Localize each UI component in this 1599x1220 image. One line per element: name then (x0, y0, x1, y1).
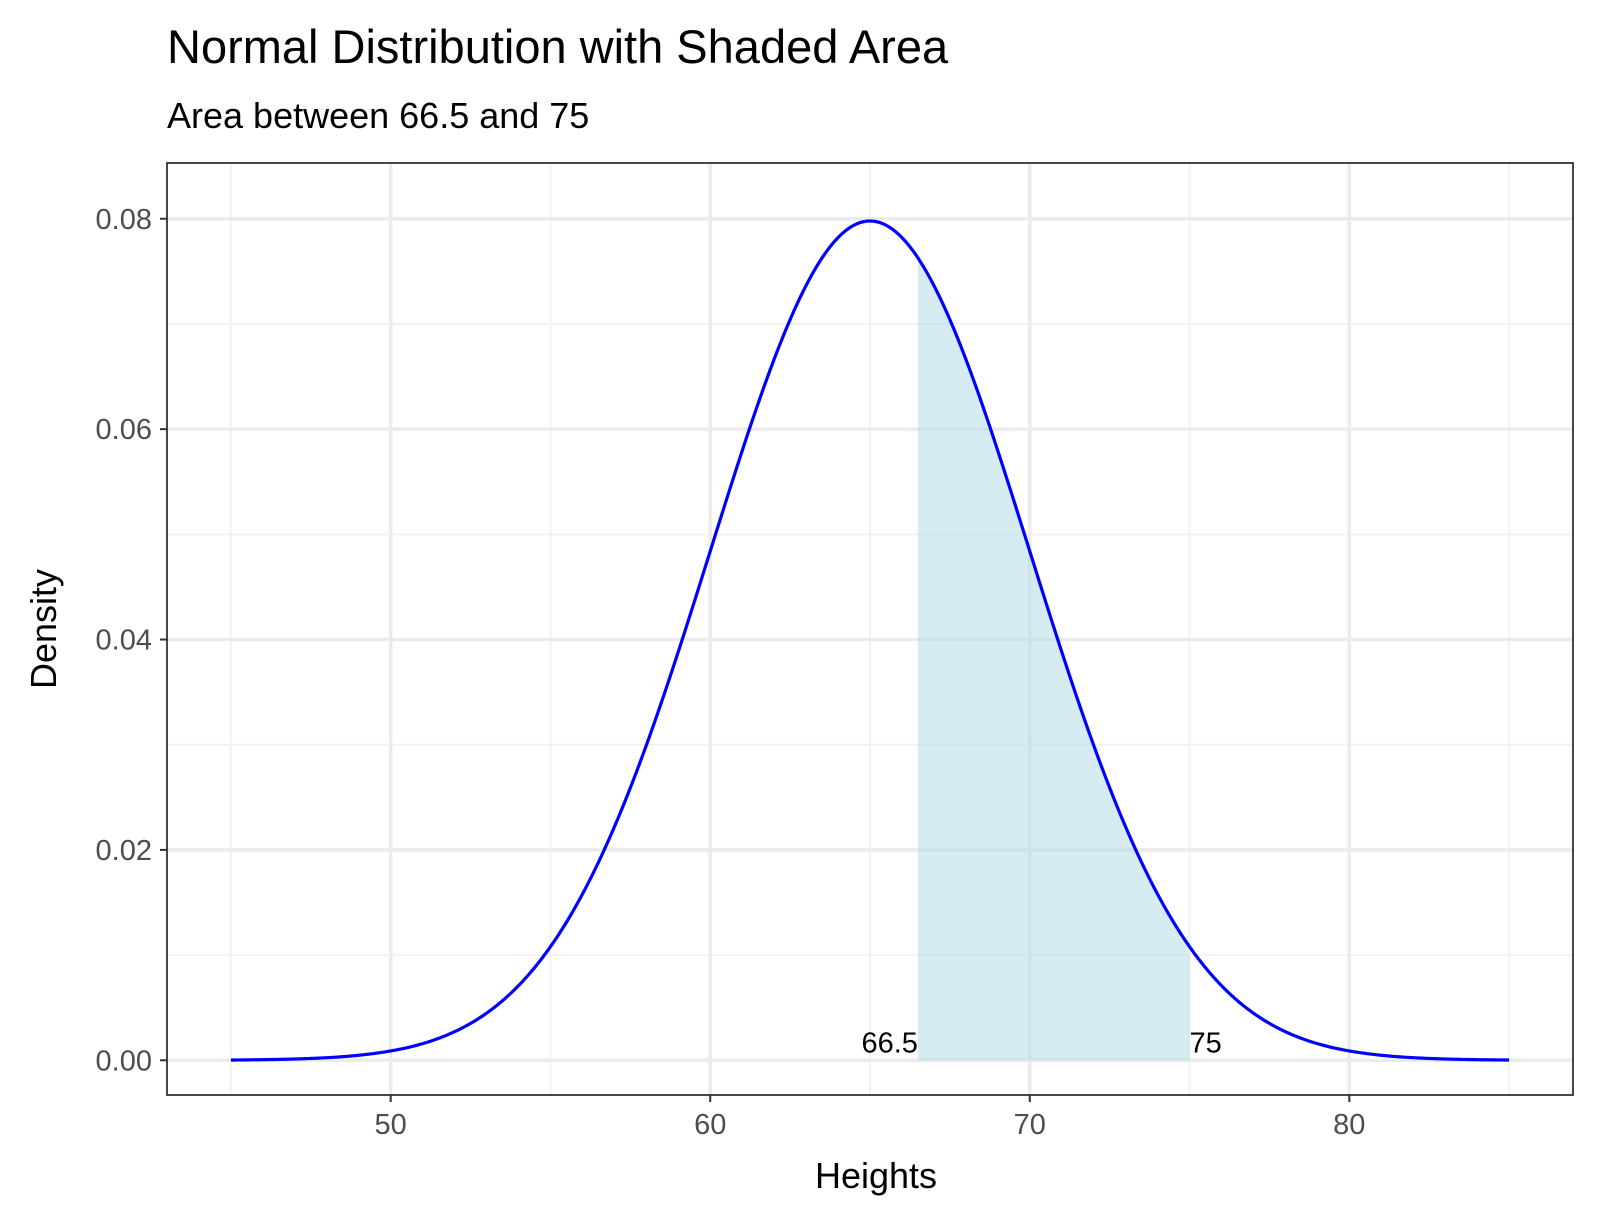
x-tick-label: 80 (1333, 1109, 1365, 1141)
annotation-label: 75 (1190, 1027, 1222, 1059)
density-curve-layer (230, 219, 1510, 1062)
x-axis-title: Heights (815, 1155, 937, 1196)
y-tick-label: 0.04 (96, 625, 152, 657)
x-axis: 50 60 70 80 (375, 1095, 1365, 1141)
grid-minor-lines (167, 163, 1573, 1095)
shaded-area (917, 257, 1190, 1061)
panel-border (166, 162, 1574, 1096)
annotation-layer: 66.5 75 (861, 1027, 1221, 1059)
y-tick-label: 0.00 (96, 1045, 152, 1077)
y-tick-label: 0.02 (96, 835, 152, 867)
panel-border-layer (166, 162, 1574, 1096)
x-tick-label: 60 (694, 1109, 726, 1141)
x-tick-label: 50 (375, 1109, 407, 1141)
density-curve (230, 219, 1510, 1062)
y-axis: 0.00 0.02 0.04 0.06 0.08 (96, 204, 167, 1077)
y-axis-title: Density (23, 569, 64, 689)
x-tick-label: 70 (1014, 1109, 1046, 1141)
chart-title: Normal Distribution with Shaded Area (167, 20, 949, 73)
y-tick-label: 0.06 (96, 414, 152, 446)
y-tick-label: 0.08 (96, 204, 152, 236)
chart-subtitle: Area between 66.5 and 75 (167, 95, 589, 136)
shaded-area-layer (917, 257, 1190, 1061)
annotation-label: 66.5 (861, 1027, 917, 1059)
